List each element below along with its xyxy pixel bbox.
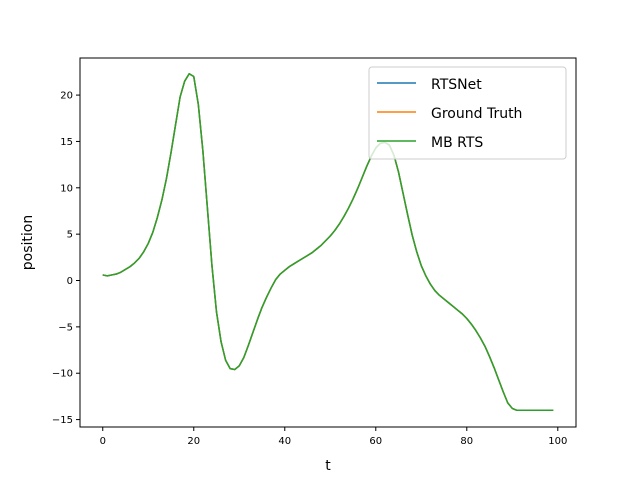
x-axis-title: t: [325, 458, 331, 474]
x-tick-label: 80: [460, 436, 473, 447]
x-tick-label: 20: [187, 436, 200, 447]
y-tick-label: 20: [60, 91, 73, 102]
x-tick-label: 40: [278, 436, 291, 447]
y-tick-label: −5: [58, 322, 73, 333]
y-tick-label: 15: [60, 137, 73, 148]
legend-label: MB RTS: [431, 135, 483, 151]
y-axis-ticks: −15 −10 −5 0 5 10 15 20: [52, 91, 80, 426]
y-tick-label: −10: [52, 369, 73, 380]
y-tick-label: 0: [67, 276, 73, 287]
legend-box: [368, 66, 567, 160]
y-tick-label: 10: [60, 183, 73, 194]
x-tick-label: 0: [100, 436, 106, 447]
legend: RTSNet Ground Truth MB RTS: [368, 66, 567, 160]
x-tick-label: 60: [369, 436, 382, 447]
y-tick-label: −15: [52, 415, 73, 426]
legend-label: Ground Truth: [431, 106, 522, 122]
y-tick-label: 5: [67, 230, 73, 241]
series-line-mb-rts: [102, 73, 554, 412]
y-axis-title: position: [20, 215, 36, 270]
plot-frame: [79, 57, 577, 428]
legend-label: RTSNet: [431, 77, 482, 93]
series-layer: [102, 73, 554, 412]
x-tick-label: 100: [548, 436, 567, 447]
x-axis-ticks: 0 20 40 60 80 100: [100, 427, 567, 447]
